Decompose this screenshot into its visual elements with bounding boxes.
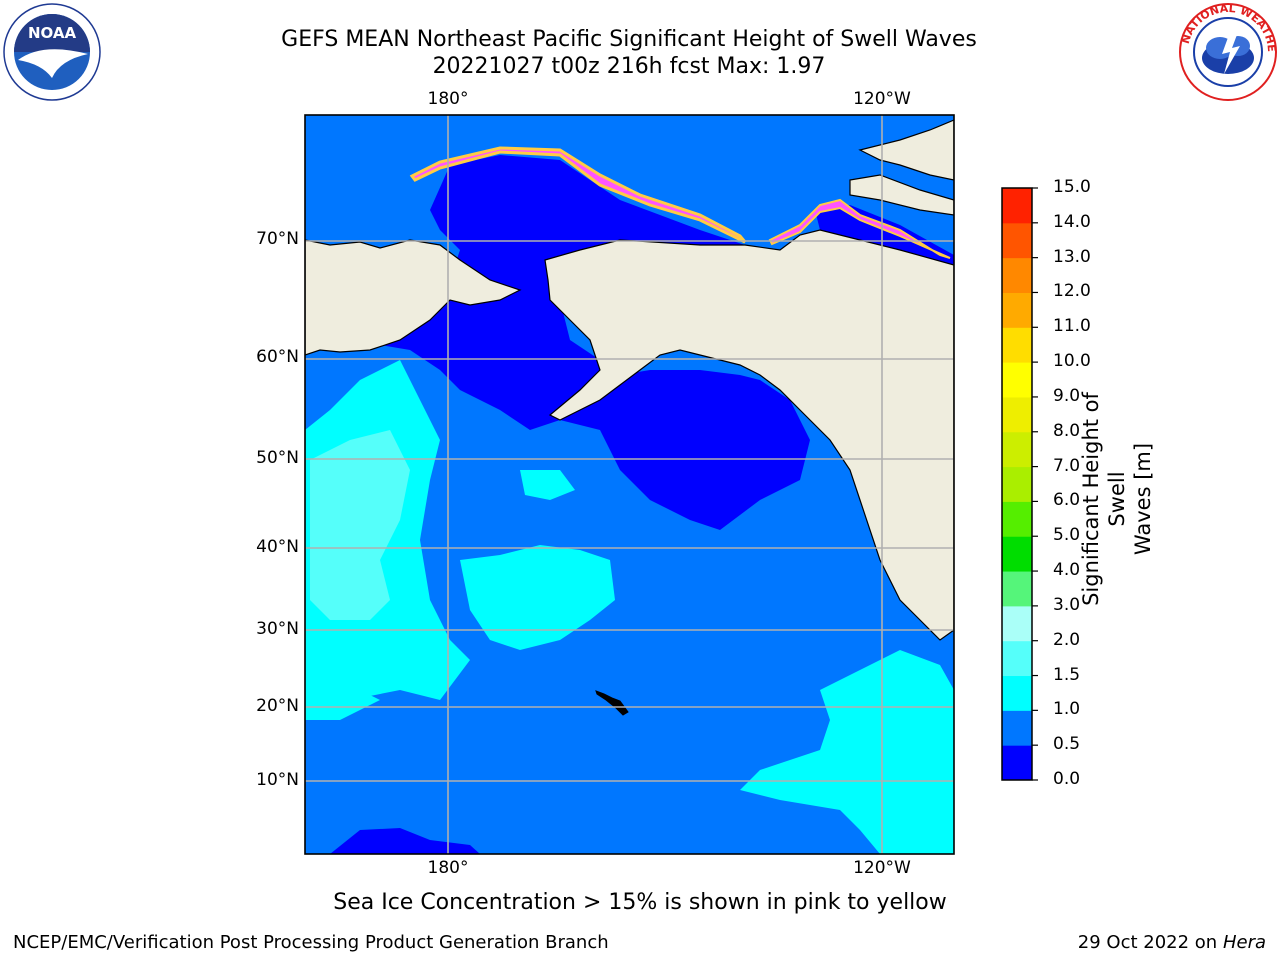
colorbar-segment (1002, 605, 1032, 642)
colorbar-segment (1002, 327, 1032, 363)
lat-label-40n: 40°N (256, 537, 299, 557)
colorbar-tick-label: 14.0 (1053, 211, 1091, 232)
colorbar-tick-label: 1.5 (1053, 664, 1081, 685)
colorbar-segment (1002, 571, 1032, 607)
footer-credit: NCEP/EMC/Verification Post Processing Pr… (13, 932, 609, 953)
colorbar-segment (1002, 362, 1032, 398)
noaa-logo-text: NOAA (28, 24, 77, 42)
colorbar-tick-label: 1.0 (1053, 699, 1081, 720)
colorbar-label-line1: Significant Height of Swell (1079, 392, 1129, 606)
colorbar-tick-label: 11.0 (1053, 316, 1091, 337)
noaa-logo: NOAA (3, 3, 101, 101)
lat-label-10n: 10°N (256, 770, 299, 790)
swell-region-low-beaufort (815, 205, 954, 268)
nws-logo: NATIONAL WEATHER SERVICE (1178, 2, 1278, 101)
chart-subtitle: 20221027 t00z 216h fcst Max: 1.97 (432, 54, 826, 79)
colorbar-segment (1002, 710, 1032, 746)
swell-region-central (460, 545, 615, 650)
sea-ice-note: Sea Ice Concentration > 15% is shown in … (333, 890, 947, 915)
colorbar-tick-label: 6.0 (1053, 490, 1081, 511)
lon-label-bottom-120w: 120°W (853, 858, 911, 878)
lon-label-bottom-180: 180° (427, 858, 469, 878)
colorbar-segment (1002, 466, 1032, 502)
land-alaska (544, 229, 954, 641)
colorbar-tick-label: 10.0 (1053, 351, 1091, 372)
colorbar-tick-label: 3.0 (1053, 594, 1081, 615)
chart-title: GEFS MEAN Northeast Pacific Significant … (281, 27, 977, 52)
footer-date-prefix: 29 Oct 2022 on (1077, 932, 1223, 953)
colorbar-tick-label: 4.0 (1053, 560, 1081, 581)
colorbar-tick-label: 9.0 (1053, 385, 1081, 406)
colorbar-segment (1002, 431, 1032, 468)
land-hawaii (595, 690, 629, 716)
colorbar-tick-label: 7.0 (1053, 455, 1081, 476)
colorbar-segment (1002, 292, 1032, 328)
map-frame (304, 114, 955, 855)
swell-region-se (740, 650, 954, 854)
colorbar-segment (1002, 188, 1032, 224)
colorbar-segment (1002, 675, 1032, 711)
swell-region-1.5-2.0 (310, 430, 410, 620)
sea-ice-beaufort (768, 198, 951, 259)
colorbar-tick-label: 15.0 (1053, 177, 1091, 197)
land-siberia (305, 239, 522, 356)
swell-region-mid (520, 470, 575, 500)
colorbar-tick-label: 0.0 (1053, 769, 1081, 789)
land-arctic-islands (858, 119, 954, 181)
colorbar-tick-label: 2.0 (1053, 629, 1081, 650)
colorbar (1001, 187, 1038, 781)
colorbar-segment (1002, 536, 1032, 572)
colorbar-segment (1002, 222, 1032, 259)
lat-label-20n: 20°N (256, 696, 299, 716)
colorbar-label: Significant Height of Swell Waves [m] (1078, 369, 1156, 629)
footer-date: 29 Oct 2022 on Hera (1078, 932, 1266, 953)
colorbar-label-line2: Waves [m] (1131, 442, 1155, 556)
colorbar-segment (1002, 501, 1032, 537)
colorbar-tick-label: 13.0 (1053, 246, 1091, 267)
footer-host: Hera (1222, 932, 1266, 953)
colorbar-tick-label: 8.0 (1053, 420, 1081, 441)
graticule (305, 115, 954, 854)
lat-label-30n: 30°N (256, 619, 299, 639)
colorbar-segment (1002, 640, 1032, 677)
swell-region-low-south (330, 828, 480, 854)
colorbar-frame (1001, 187, 1033, 781)
lon-label-top-120w: 120°W (853, 89, 911, 109)
colorbar-tick-label: 12.0 (1053, 281, 1091, 302)
lat-label-70n: 70°N (256, 229, 299, 249)
lat-label-60n: 60°N (256, 347, 299, 367)
colorbar-segment (1002, 257, 1032, 293)
land-arctic-islands-2 (849, 174, 954, 216)
swell-region-sw (305, 690, 380, 720)
lon-label-top-180: 180° (427, 89, 469, 109)
colorbar-tick-label: 0.5 (1053, 734, 1081, 755)
lat-label-50n: 50°N (256, 448, 299, 468)
colorbar-segment (1002, 745, 1032, 781)
colorbar-tick-label: 5.0 (1053, 525, 1081, 546)
colorbar-segment (1002, 396, 1032, 433)
sea-ice-chukchi (409, 146, 747, 244)
